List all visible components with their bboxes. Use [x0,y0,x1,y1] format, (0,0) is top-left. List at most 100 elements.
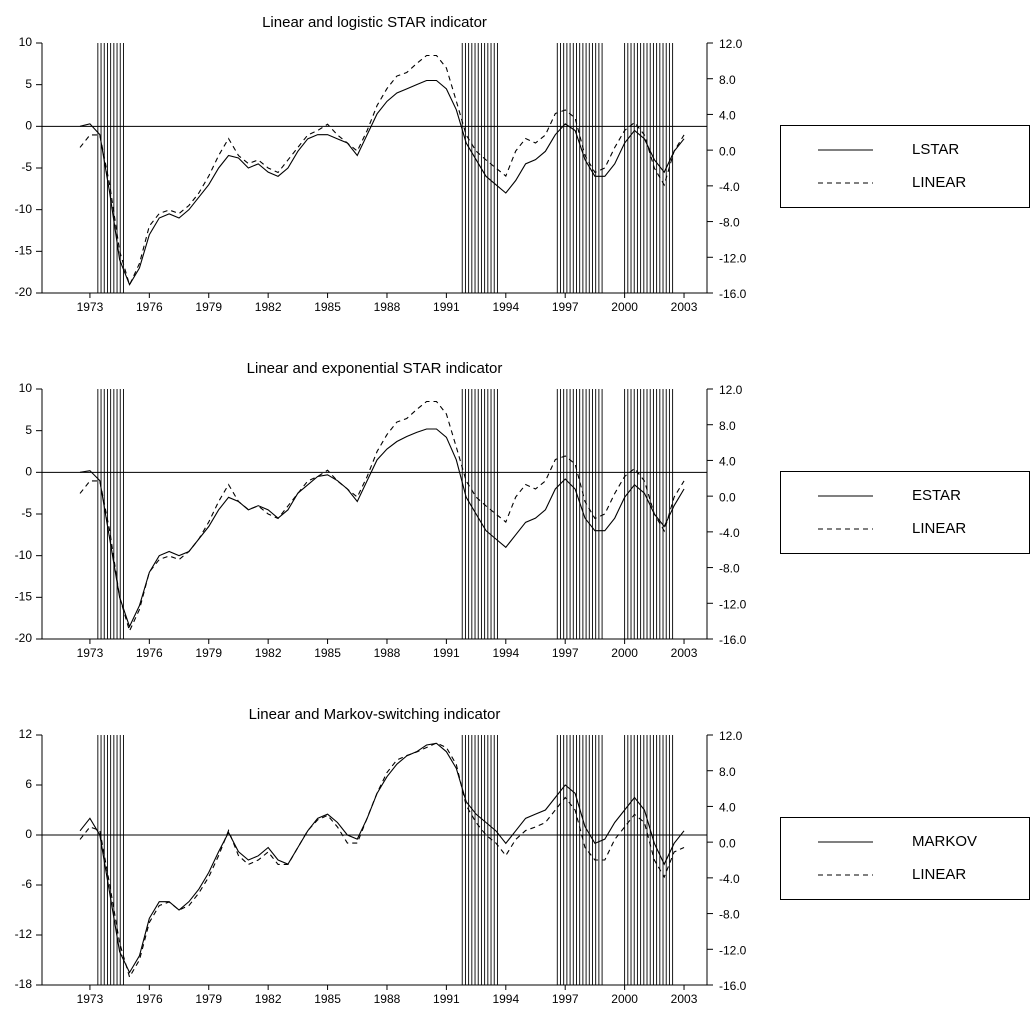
y-tick-label: 5 [25,423,32,437]
shaded-period [624,389,674,639]
shaded-period [97,389,124,639]
x-tick-label: 2000 [611,992,638,1006]
shaded-band [462,389,498,639]
data-line [79,79,685,286]
y-tick-label: 10 [19,381,33,395]
y-tick-label: 0 [25,119,32,133]
shaded-period [556,43,605,293]
y-tick-label: -10 [15,548,33,562]
y-tick-label: -20 [15,285,33,299]
y-tick-label: 12 [19,727,33,741]
x-tick-label: 2003 [671,992,698,1006]
y-tick-label: -10 [15,202,33,216]
y-tick-label: 0 [25,465,32,479]
y2-tick-label: -4.0 [719,180,740,194]
y2-tick-label: 12.0 [719,383,743,397]
shaded-period [624,735,674,985]
x-tick-label: 2000 [611,646,638,660]
shaded-period [97,43,124,293]
y-tick-label: -5 [21,160,32,174]
y2-tick-label: -8.0 [719,216,740,230]
data-line [79,742,685,974]
shaded-period [556,389,605,639]
y2-tick-label: 12.0 [719,729,743,743]
y2-tick-label: -16.0 [719,633,747,647]
x-tick-label: 1979 [195,300,222,314]
x-tick-label: 2003 [671,646,698,660]
y-tick-label: -12 [15,927,33,941]
y2-tick-label: 4.0 [719,801,736,815]
x-tick-label: 1994 [492,646,519,660]
shaded-band [462,735,498,985]
data-line [79,428,685,628]
y2-tick-label: -12.0 [719,943,747,957]
data-line [79,54,685,287]
y2-tick-label: 8.0 [719,765,736,779]
y-tick-label: 6 [25,777,32,791]
x-tick-label: 1976 [136,300,163,314]
shaded-period [556,735,603,985]
y2-tick-label: 0.0 [719,836,736,850]
x-tick-label: 1982 [255,992,282,1006]
shaded-period [97,735,124,985]
legend-label: MARKOV [912,833,977,850]
x-tick-label: 1988 [374,646,401,660]
x-tick-label: 1973 [77,646,104,660]
chart-title: Linear and exponential STAR indicator [247,360,503,377]
shaded-band [557,389,605,639]
x-tick-label: 1988 [374,300,401,314]
x-tick-label: 1982 [255,300,282,314]
shaded-period [461,389,498,639]
data-line [79,742,685,979]
y2-tick-label: -4.0 [719,872,740,886]
y2-tick-label: -12.0 [719,597,747,611]
x-tick-label: 2003 [671,300,698,314]
y-tick-label: -6 [21,877,32,891]
y2-tick-label: 0.0 [719,490,736,504]
legend-label: LINEAR [912,174,966,191]
y2-tick-label: -8.0 [719,908,740,922]
panel: Linear and logistic STAR indicator -20 -15… [15,14,1030,314]
y-tick-label: 10 [19,35,33,49]
panel: Linear and exponential STAR indicator -20… [15,360,1030,660]
panel: Linear and Markov-switching indicator -18… [15,706,1030,1006]
x-tick-label: 1985 [314,992,341,1006]
x-tick-label: 1979 [195,992,222,1006]
y2-tick-label: 4.0 [719,455,736,469]
y-tick-label: -20 [15,631,33,645]
y-tick-label: -15 [15,244,33,258]
legend: MARKOV LINEAR [780,817,1030,900]
x-tick-label: 1991 [433,646,460,660]
legend: LSTAR LINEAR [780,125,1030,208]
x-tick-label: 1988 [374,992,401,1006]
x-tick-label: 1997 [552,646,579,660]
legend-box [780,817,1030,900]
legend-box [780,125,1030,208]
legend-box [780,471,1030,554]
y-tick-label: -15 [15,590,33,604]
x-tick-label: 1982 [255,646,282,660]
x-tick-label: 1994 [492,300,519,314]
y-tick-label: -18 [15,977,33,991]
x-tick-label: 1973 [77,300,104,314]
x-tick-label: 1985 [314,646,341,660]
x-tick-label: 1979 [195,646,222,660]
x-tick-label: 1973 [77,992,104,1006]
legend-label: LINEAR [912,866,966,883]
y2-tick-label: -16.0 [719,979,747,993]
shaded-band [557,43,605,293]
y2-tick-label: 8.0 [719,73,736,87]
y2-tick-label: 8.0 [719,419,736,433]
chart-title: Linear and Markov-switching indicator [249,706,501,723]
legend-label: ESTAR [912,487,961,504]
x-tick-label: 1976 [136,646,163,660]
y2-tick-label: -12.0 [719,251,747,265]
y2-tick-label: 0.0 [719,144,736,158]
shaded-band [462,43,498,293]
y-tick-label: 0 [25,827,32,841]
x-tick-label: 1991 [433,300,460,314]
legend-label: LINEAR [912,520,966,537]
y2-tick-label: -16.0 [719,287,747,301]
